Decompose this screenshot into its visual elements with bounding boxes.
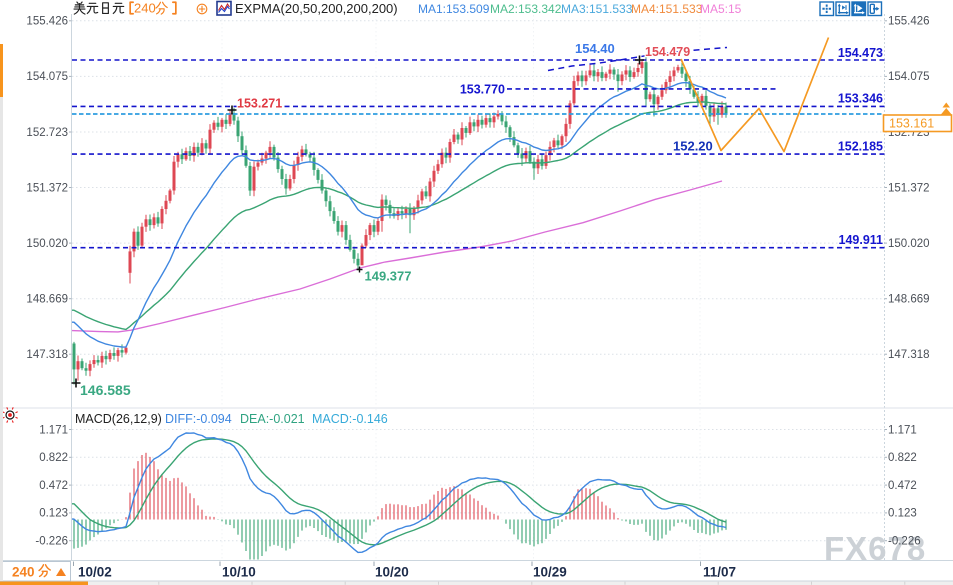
- svg-text:148.669: 148.669: [26, 294, 68, 306]
- svg-text:152.185: 152.185: [838, 140, 883, 154]
- svg-text:1.171: 1.171: [888, 424, 917, 436]
- svg-text:MACD(26,12,9): MACD(26,12,9): [75, 412, 162, 426]
- svg-text:DIFF:-0.094: DIFF:-0.094: [165, 412, 232, 426]
- svg-text:153.770: 153.770: [460, 83, 505, 97]
- svg-text:147.318: 147.318: [26, 349, 68, 361]
- svg-text:MACD:-0.146: MACD:-0.146: [312, 412, 388, 426]
- svg-text:DEA:-0.021: DEA:-0.021: [240, 412, 305, 426]
- svg-text:153.346: 153.346: [838, 92, 883, 106]
- svg-text:0.472: 0.472: [39, 480, 68, 492]
- svg-text:EXPMA(20,50,200,200,200): EXPMA(20,50,200,200,200): [235, 1, 398, 16]
- svg-text:240: 240: [134, 1, 156, 16]
- svg-text:149.377: 149.377: [365, 269, 412, 284]
- svg-text:148.669: 148.669: [888, 294, 930, 306]
- svg-text:154.075: 154.075: [26, 71, 68, 83]
- svg-text:10/02: 10/02: [78, 565, 112, 580]
- svg-text:154.479: 154.479: [645, 45, 690, 59]
- svg-text:146.585: 146.585: [80, 382, 131, 398]
- svg-text:149.911: 149.911: [839, 233, 884, 247]
- svg-text:151.372: 151.372: [888, 182, 930, 194]
- svg-text:152.20: 152.20: [673, 139, 713, 154]
- svg-text:0.472: 0.472: [888, 480, 917, 492]
- svg-text:MA3:151.533: MA3:151.533: [561, 2, 633, 16]
- svg-text:11/07: 11/07: [703, 565, 736, 580]
- svg-text:10/29: 10/29: [533, 565, 567, 580]
- svg-text:151.372: 151.372: [26, 182, 68, 194]
- svg-text:0.822: 0.822: [39, 452, 68, 464]
- svg-text:155.426: 155.426: [888, 16, 930, 28]
- svg-text:152.723: 152.723: [26, 127, 68, 139]
- svg-text:154.075: 154.075: [888, 71, 930, 83]
- svg-text:240: 240: [12, 565, 35, 580]
- svg-text:154.473: 154.473: [838, 46, 883, 60]
- svg-text:MA4:151.533: MA4:151.533: [631, 2, 703, 16]
- svg-text:-0.226: -0.226: [35, 536, 68, 548]
- svg-text:155.426: 155.426: [26, 16, 68, 28]
- svg-text:FX678: FX678: [824, 530, 926, 567]
- svg-text:MA2:153.342: MA2:153.342: [490, 2, 562, 16]
- svg-text:1.171: 1.171: [39, 424, 68, 436]
- svg-text:0.123: 0.123: [39, 508, 68, 520]
- svg-text:0.822: 0.822: [888, 452, 917, 464]
- svg-text:0.123: 0.123: [888, 508, 917, 520]
- svg-text:10/20: 10/20: [375, 565, 409, 580]
- svg-text:MA1:153.509: MA1:153.509: [418, 2, 490, 16]
- svg-text:10/10: 10/10: [222, 565, 256, 580]
- svg-text:153.161: 153.161: [889, 117, 934, 131]
- svg-text:150.020: 150.020: [888, 238, 930, 250]
- svg-text:147.318: 147.318: [888, 349, 930, 361]
- svg-text:154.40: 154.40: [575, 41, 615, 56]
- svg-text:153.271: 153.271: [237, 97, 282, 111]
- svg-text:150.020: 150.020: [26, 238, 68, 250]
- svg-text:MA5:15: MA5:15: [700, 2, 742, 16]
- svg-text:-0.226: -0.226: [888, 536, 921, 548]
